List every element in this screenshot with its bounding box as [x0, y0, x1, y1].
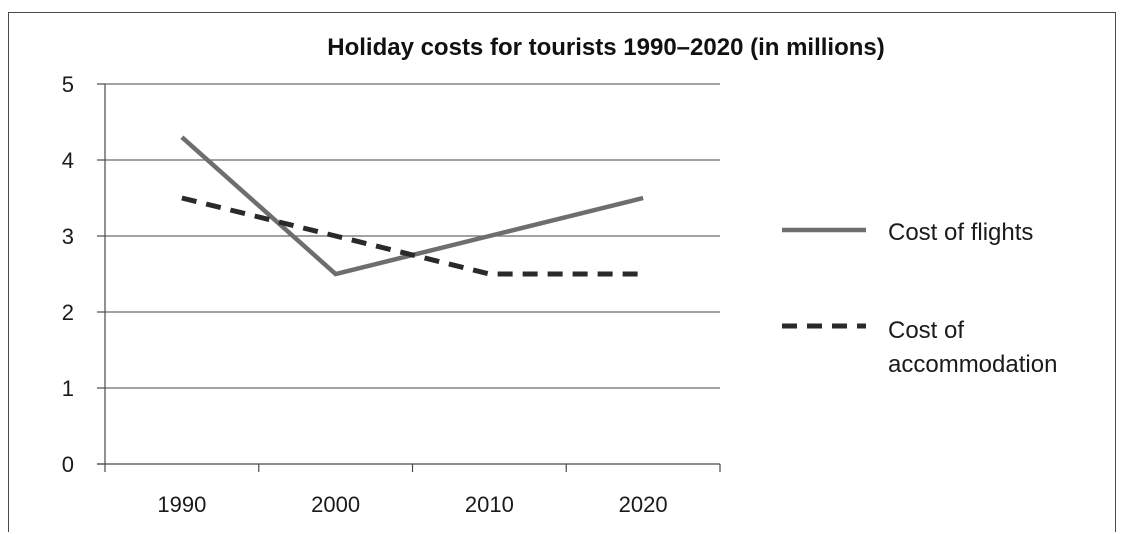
x-tick-label: 1990 [157, 492, 206, 517]
x-tick-label: 2010 [465, 492, 514, 517]
x-tick-label: 2000 [311, 492, 360, 517]
legend: Cost of flights Cost of accommodation [782, 219, 1057, 378]
series-line-cost-of-accommodation [181, 195, 644, 277]
y-tick-label: 4 [62, 148, 74, 173]
axes: 0 1 2 3 4 5 1990 2000 2010 2020 [62, 72, 721, 517]
gridlines [105, 83, 720, 389]
legend-label-line: accommodation [888, 351, 1057, 378]
series-lines [180, 135, 644, 277]
x-tick-label: 2020 [619, 492, 668, 517]
legend-label: Cost of flights [888, 219, 1033, 246]
chart-frame [8, 12, 1116, 532]
y-tick-label: 2 [62, 300, 74, 325]
y-tick-label: 1 [62, 376, 74, 401]
y-tick-label: 0 [62, 452, 74, 477]
legend-label-line: Cost of [888, 317, 964, 344]
y-tick-label: 3 [62, 224, 74, 249]
chart-title: Holiday costs for tourists 1990–2020 (in… [327, 34, 885, 61]
y-tick-label: 5 [62, 72, 74, 97]
